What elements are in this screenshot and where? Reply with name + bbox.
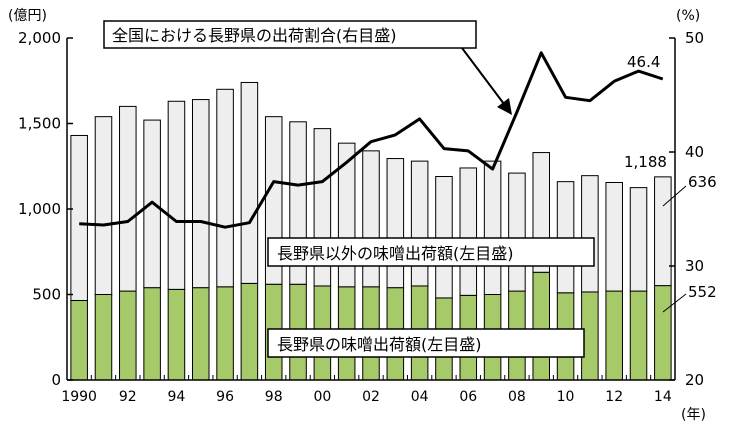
ratio-line [79, 51, 664, 229]
other-legend-label: 長野県以外の味噌出荷額(左目盛) [277, 244, 514, 263]
bar-other-1994 [167, 100, 186, 290]
line-legend-box: 全国における長野県の出荷割合(右目盛) [103, 20, 477, 49]
x-tick-label: 02 [362, 389, 380, 405]
bar-nagano-1990 [70, 299, 88, 381]
ratio-line-layer [79, 51, 664, 229]
x-tick-label: 06 [459, 389, 477, 405]
left-tick-label: 500 [32, 286, 61, 304]
bar-other-1995 [191, 99, 210, 289]
x-tick-label: 00 [313, 389, 331, 405]
bar-other-2014 [654, 176, 672, 287]
bar-nagano-2009 [532, 271, 551, 381]
line-legend-label: 全国における長野県の出荷割合(右目盛) [112, 26, 397, 45]
nagano-2014-pointer [662, 293, 687, 313]
bar-other-1997 [240, 81, 259, 284]
left-axis-unit: (億円) [8, 8, 47, 24]
x-tick-label: 96 [216, 389, 234, 405]
bar-other-1990 [70, 134, 88, 301]
total-2014-label: 1,188 [624, 153, 667, 171]
nagano-legend-label: 長野県の味噌出荷額(左目盛) [277, 335, 482, 354]
bar-other-1991 [94, 116, 113, 295]
other-2014-label: 636 [688, 173, 717, 191]
x-tick-label: 98 [265, 389, 283, 405]
bar-nagano-2014 [654, 285, 672, 381]
ratio-2014-label: 46.4 [627, 53, 660, 71]
bar-nagano-1993 [143, 287, 161, 381]
bar-other-1992 [119, 105, 137, 292]
bar-other-2005 [435, 176, 453, 299]
bar-nagano-1994 [167, 288, 186, 381]
bar-other-1996 [216, 88, 234, 288]
left-tick-label: 1,000 [18, 200, 61, 218]
x-tick-label: 04 [411, 389, 429, 405]
x-axis-unit: (年) [681, 407, 706, 423]
arrow-to-line [461, 47, 512, 115]
bar-nagano-2013 [629, 290, 648, 381]
bar-nagano-1991 [94, 294, 113, 381]
x-axis-ticks: 1990 92 94 96 98 00 02 04 06 08 10 12 14 [61, 375, 676, 405]
right-tick-label: 30 [685, 257, 704, 275]
bar-other-2003 [386, 158, 405, 289]
bar-other-2012 [605, 181, 623, 292]
x-tick-label: 08 [508, 389, 526, 405]
bar-nagano-1997 [240, 282, 259, 381]
bar-other-2008 [508, 172, 526, 292]
other-2014-pointer [662, 185, 687, 207]
bar-other-2013 [629, 187, 648, 292]
other-legend-box: 長野県以外の味噌出荷額(左目盛) [267, 237, 595, 267]
bar-other-2006 [459, 167, 478, 296]
bar-other-2007 [483, 160, 502, 295]
left-axis-ticks: 0 500 1,000 1,500 2,000 [18, 29, 73, 389]
x-tick-label: 94 [168, 389, 186, 405]
x-tick-label: 10 [557, 389, 575, 405]
right-axis-unit: (%) [676, 8, 700, 24]
right-tick-label: 40 [685, 143, 704, 161]
bar-nagano-1992 [119, 290, 137, 381]
x-tick-label: 12 [605, 389, 623, 405]
right-tick-label: 20 [685, 371, 704, 389]
left-tick-label: 0 [51, 371, 61, 389]
right-tick-label: 50 [685, 29, 704, 47]
x-tick-label: 14 [654, 389, 672, 405]
left-tick-label: 1,500 [18, 115, 61, 133]
nagano-2014-label: 552 [688, 283, 717, 301]
x-tick-label: 92 [119, 389, 137, 405]
nagano-legend-box: 長野県の味噌出荷額(左目盛) [267, 328, 585, 358]
left-tick-label: 2,000 [18, 29, 61, 47]
bar-nagano-1996 [216, 286, 234, 381]
bar-other-2011 [581, 175, 599, 293]
bar-other-2004 [410, 160, 429, 287]
bar-nagano-1995 [191, 287, 210, 381]
right-axis-ticks: 20 30 40 50 [669, 29, 704, 389]
x-tick-label: 1990 [61, 389, 97, 405]
bar-nagano-2012 [605, 290, 623, 381]
bar-other-2010 [556, 181, 575, 294]
